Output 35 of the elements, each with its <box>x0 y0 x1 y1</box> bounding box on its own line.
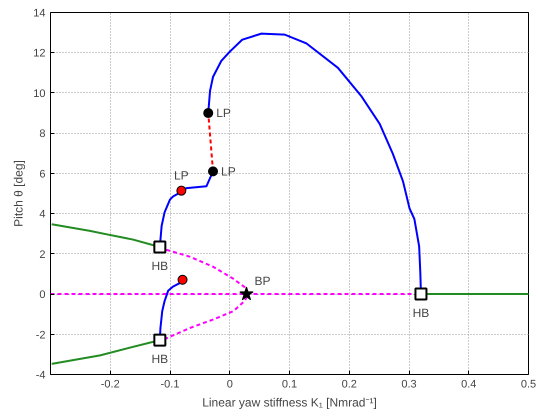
y-tick-label: 10 <box>33 88 46 100</box>
point <box>203 108 214 118</box>
annotation: LP <box>221 164 236 178</box>
x-tick-label: 0.5 <box>520 378 536 390</box>
annotation: LP <box>174 168 189 183</box>
x-tick-label: 0.3 <box>401 378 417 390</box>
point <box>414 288 428 301</box>
y-tick-label: 0 <box>39 289 46 302</box>
point <box>178 274 188 285</box>
y-tick-label: 6 <box>39 168 46 180</box>
point <box>208 166 218 176</box>
y-tick-label: -2 <box>36 329 46 342</box>
y-tick-label: 4 <box>39 208 46 221</box>
x-tick-label: -0.1 <box>160 378 180 390</box>
y-tick-label: 14 <box>33 8 46 20</box>
annotation: HB <box>152 258 168 273</box>
x-tick-label: 0.1 <box>282 378 298 390</box>
x-tick-label: 0.2 <box>342 378 357 390</box>
point <box>176 186 186 196</box>
x-axis-title: Linear yaw stiffness K₁ [Nmrad⁻¹] <box>202 396 377 410</box>
annotation: BP <box>254 274 270 288</box>
y-tick-label: 8 <box>39 128 46 140</box>
y-tick-label: 12 <box>33 48 46 60</box>
y-tick-label: 2 <box>39 248 46 261</box>
x-tick-label: 0.4 <box>461 378 476 390</box>
annotation: HB <box>152 352 168 366</box>
x-tick-label: 0 <box>226 378 233 390</box>
annotation: LP <box>216 106 231 120</box>
point <box>153 240 166 254</box>
annotation: HB <box>412 306 430 320</box>
y-axis-title: Pitch θ [deg] <box>11 160 26 227</box>
point <box>239 286 254 300</box>
x-tick-label: -0.2 <box>100 378 120 390</box>
point <box>153 334 166 347</box>
y-tick-label: -4 <box>36 370 46 382</box>
